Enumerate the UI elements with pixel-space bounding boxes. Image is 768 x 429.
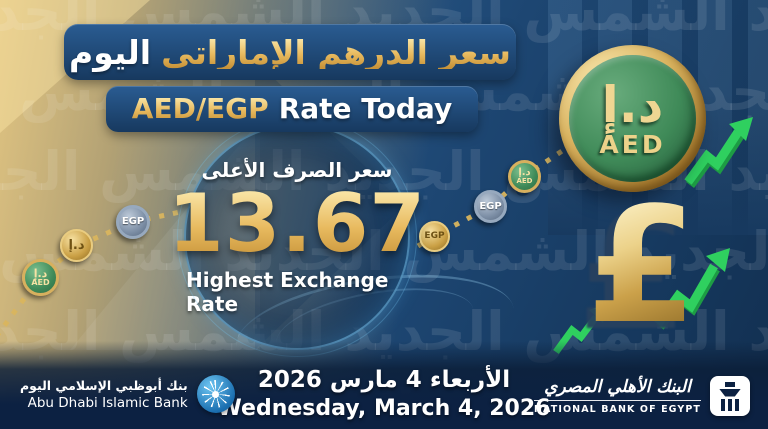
dirham-coin-small: د.إ — [60, 229, 93, 262]
nbe-logo-block: البنك الأهلي المصري NATIONAL BANK OF EGY… — [533, 376, 750, 416]
aed-code: AED — [516, 177, 533, 185]
aed-coin-small: د.إ AED — [508, 160, 541, 193]
aed-symbol: د.إ — [68, 238, 85, 253]
aed-code: AED — [31, 278, 50, 287]
subtitle-banner: AED/EGP Rate Today — [106, 86, 478, 132]
date-block: الأربعاء 4 مارس 2026 Wednesday, March 4,… — [174, 367, 594, 421]
aed-coin-face: د.إ AED — [569, 55, 696, 182]
pound-glyph: £ — [586, 172, 698, 359]
egp-coin-small: EGP — [116, 205, 150, 239]
egp-coin-small: EGP — [474, 190, 507, 223]
adib-starburst-icon — [196, 375, 235, 413]
footer-band — [0, 341, 768, 429]
egp-pound-symbol: £ £ — [556, 186, 736, 361]
date-arabic: الأربعاء 4 مارس 2026 — [257, 367, 511, 393]
egp-label: EGP — [479, 200, 502, 212]
egp-label: EGP — [121, 216, 145, 227]
title-arabic-gold: سعر الدرهم الإماراتي — [161, 32, 511, 72]
nbe-column-icon — [710, 376, 750, 416]
aed-code-label: AED — [599, 130, 666, 159]
aed-coin-small: د.إ AED — [22, 259, 59, 296]
rate-circle-card: سعر الصرف الأعلى 13.67 Highest Exchange … — [168, 117, 425, 357]
date-english: Wednesday, March 4, 2026 — [217, 396, 551, 421]
subtitle-pair-code: AED/EGP — [131, 92, 269, 125]
nbe-name-english: NATIONAL BANK OF EGYPT — [533, 404, 701, 415]
adib-name-english: Abu Dhabi Islamic Bank — [27, 394, 188, 411]
aed-dirham-symbol: د.إ — [601, 76, 664, 134]
adib-name-arabic: بنك أبوظبي الإسلامي اليوم — [20, 377, 188, 393]
subtitle-text: Rate Today — [278, 92, 453, 125]
title-arabic-white: اليوم — [69, 32, 152, 72]
adib-logo-block: بنك أبوظبي الإسلامي اليوم Abu Dhabi Isla… — [20, 375, 235, 413]
rate-label-english: Highest Exchange Rate — [186, 268, 389, 316]
nbe-name-arabic: البنك الأهلي المصري — [533, 377, 701, 401]
aed-coin-large: د.إ AED — [559, 45, 706, 192]
egp-label: EGP — [424, 231, 445, 241]
rate-value: 13.67 — [167, 177, 427, 270]
title-banner: سعر الدرهم الإماراتي اليوم — [64, 24, 516, 80]
